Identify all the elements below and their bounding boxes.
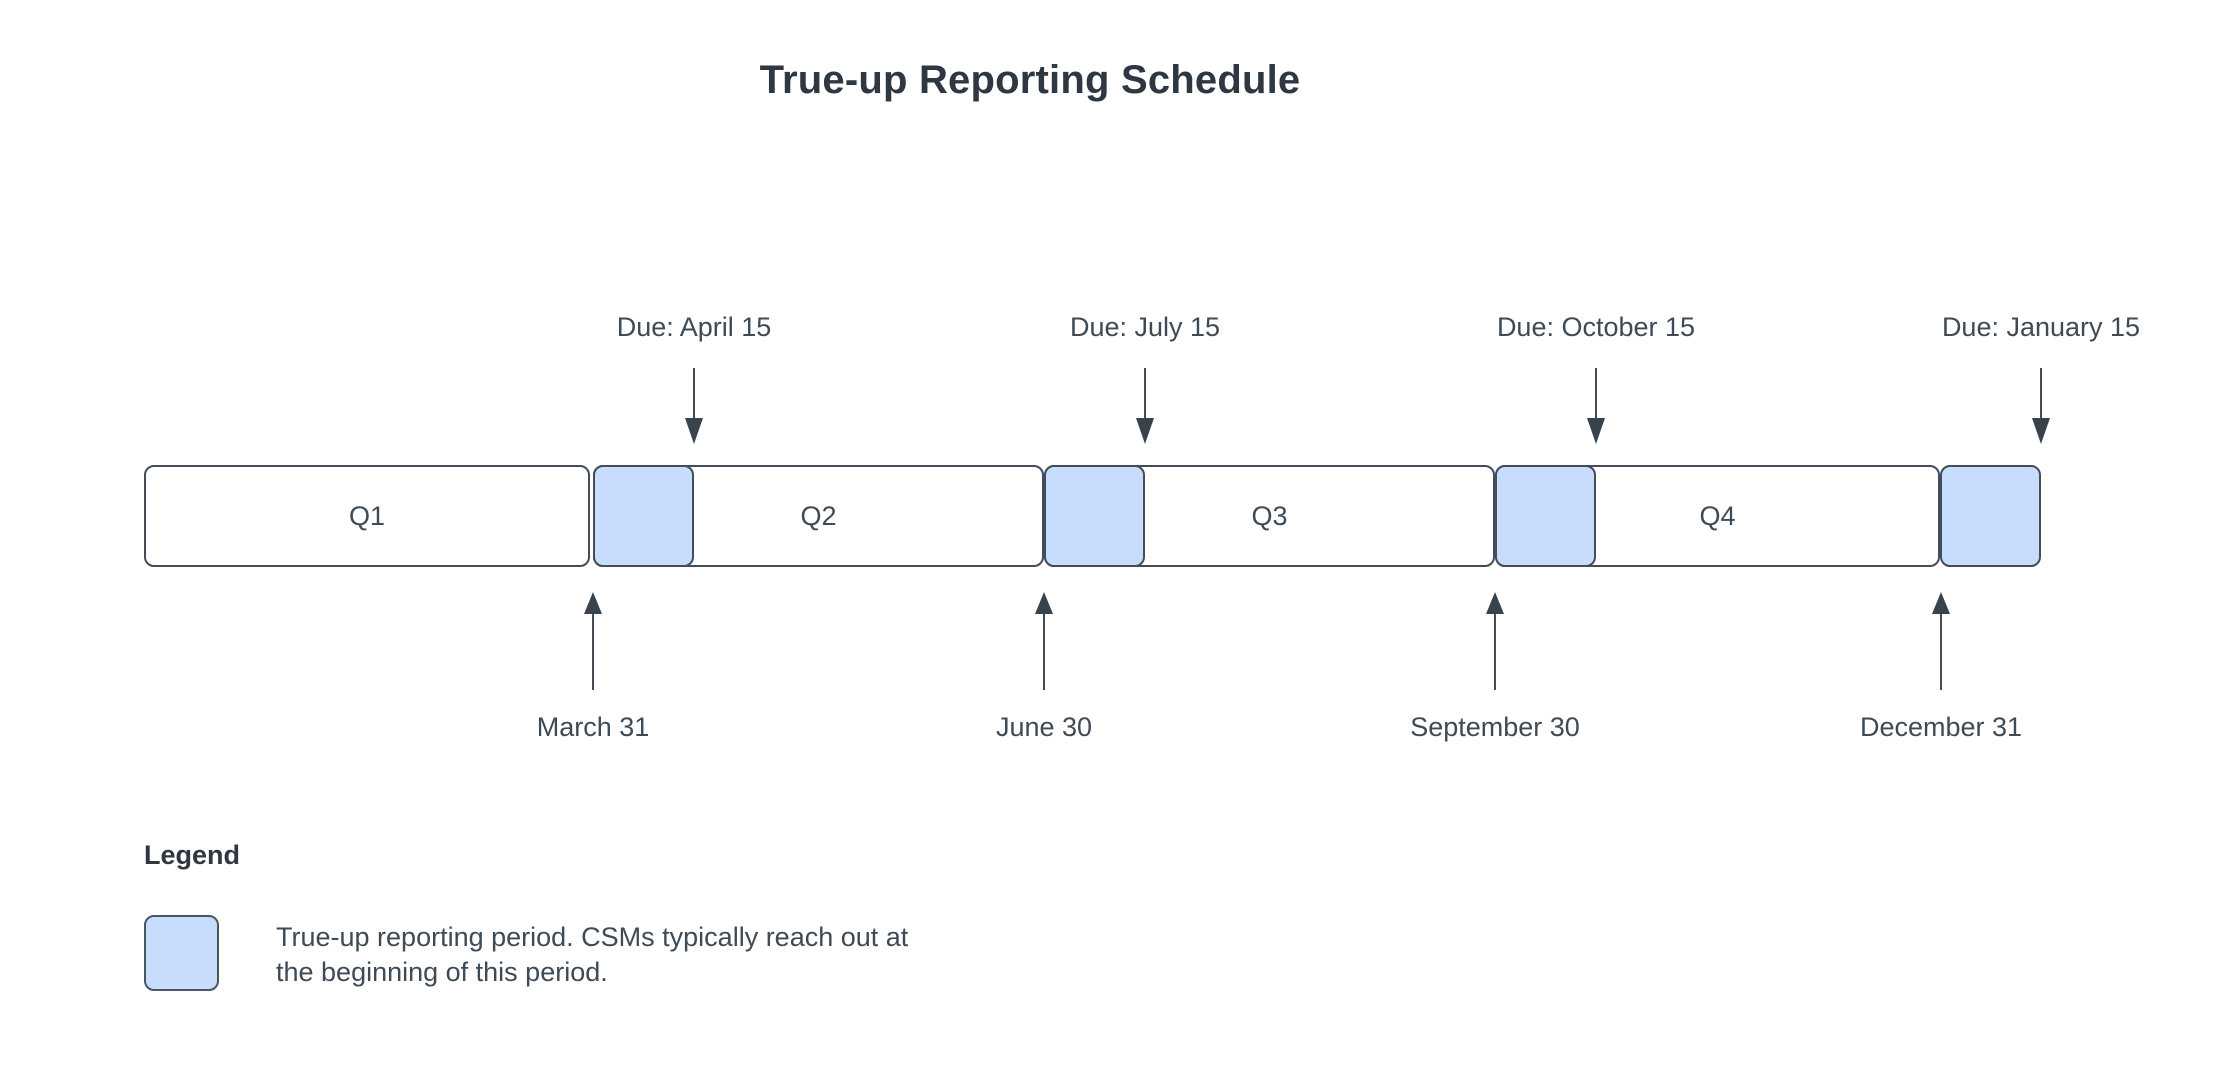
legend-description-line: the beginning of this period.: [276, 957, 608, 987]
page-title: True-up Reporting Schedule: [759, 58, 1301, 102]
due-date-label: Due: October 15: [1496, 312, 1696, 342]
arrow-up-icon: [1035, 592, 1053, 690]
legend-heading: Legend: [144, 840, 241, 870]
trueup-period-box-q2: [1044, 465, 1145, 567]
trueup-period-swatch: [144, 915, 219, 991]
quarter-label: Q3: [1251, 501, 1288, 531]
trueup-period-box-q3: [1495, 465, 1596, 567]
due-date-label: Due: April 15: [616, 312, 772, 342]
legend-description-line: True-up reporting period. CSMs typically…: [276, 922, 909, 952]
due-date-label: Due: July 15: [1069, 312, 1221, 342]
quarter-end-label: June 30: [995, 712, 1093, 742]
quarter-label: Q2: [800, 501, 837, 531]
arrow-down-icon: [685, 368, 703, 444]
trueup-period-box-q1: [593, 465, 694, 567]
arrow-down-icon: [1136, 368, 1154, 444]
quarter-end-label: September 30: [1410, 712, 1580, 742]
arrow-up-icon: [584, 592, 602, 690]
quarter-end-label: March 31: [536, 712, 650, 742]
arrow-down-icon: [1587, 368, 1605, 444]
legend-description: True-up reporting period. CSMs typically…: [276, 920, 908, 990]
arrow-up-icon: [1932, 592, 1950, 690]
trueup-period-box-q4: [1940, 465, 2041, 567]
due-date-label: Due: January 15: [1941, 312, 2141, 342]
quarter-end-label: December 31: [1859, 712, 2023, 742]
quarter-box-q1: Q1: [144, 465, 590, 567]
arrow-down-icon: [2032, 368, 2050, 444]
quarter-label: Q1: [348, 501, 386, 531]
arrow-up-icon: [1486, 592, 1504, 690]
quarter-label: Q4: [1699, 501, 1736, 531]
